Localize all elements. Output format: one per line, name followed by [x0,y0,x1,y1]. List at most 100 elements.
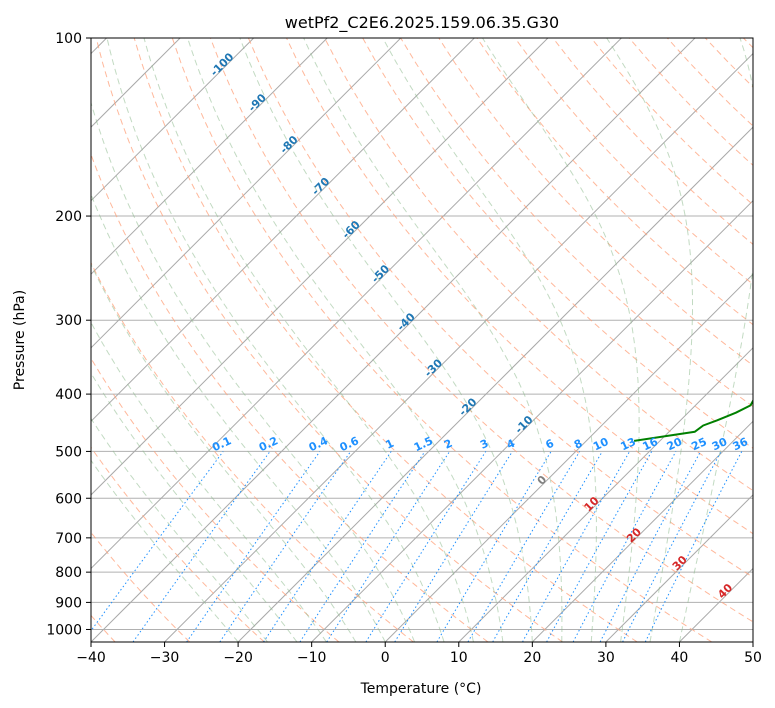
dry-adiabat-line [743,38,753,49]
moist-adiabat-line [91,372,298,642]
isotherm-label: -60 [340,218,363,241]
mixing-ratio-label: 10 [591,435,611,453]
mixing-ratio-line [263,451,392,642]
dry-adiabat-line [91,531,191,642]
mixing-ratio-label: 16 [641,435,661,453]
isotherm-line [237,126,753,642]
dewpoint-profile-line [633,398,753,442]
isotherm-label: -30 [422,356,445,379]
y-tick-label: 600 [55,491,82,507]
dry-adiabat-line [91,357,340,642]
isotherm-line [91,38,402,349]
dry-adiabat-line [552,38,753,245]
isotherm-line [91,38,475,423]
moist-adiabat-line [91,193,386,642]
y-tick-label: 900 [55,595,82,611]
x-tick-label: −30 [150,650,180,666]
x-tick-label: 50 [744,650,762,666]
moist-adiabat-line [91,101,416,642]
isotherm-line [91,38,696,642]
chart-title: wetPf2_C2E6.2025.159.06.35.G30 [285,13,559,33]
isotherm-line [91,38,328,275]
x-tick-label: 40 [671,650,689,666]
x-tick-label: 20 [523,650,541,666]
mixing-ratio-line [599,451,702,642]
y-tick-label: 400 [55,387,82,403]
dry-adiabat-line [247,38,753,578]
isotherm-label: 20 [624,525,644,545]
dry-adiabat-line [133,38,638,642]
mixing-ratio-line [132,451,271,642]
isotherm-line [91,38,622,570]
isotherm-line [679,567,753,642]
moist-adiabat-line [303,38,563,642]
isotherm-label: -10 [512,413,535,436]
moist-adiabat-line [91,263,357,642]
mixing-ratio-label: 30 [710,435,730,453]
mixing-ratio-line [186,451,321,642]
dry-adiabat-line [91,153,489,642]
mixing-ratio-line [644,451,743,642]
mixing-ratio-line [299,451,426,642]
dry-adiabat-line [286,38,753,535]
mixing-ratio-line [467,451,581,642]
dry-adiabat-line [324,38,753,492]
y-tick-label: 1000 [46,622,82,638]
mixing-ratio-line [219,451,352,642]
isotherm-line [458,347,753,642]
mixing-ratio-line [394,451,513,642]
x-tick-label: −40 [76,650,106,666]
plot-area: 0.1 0.2 0.4 0.6 1 1.5 2 3 4 6 8 10 13 16 20 25 30 36-100-… [91,38,753,642]
isotherm-line [531,420,753,642]
y-tick-label: 100 [55,31,82,47]
y-axis-label: Pressure (hPa) [12,290,28,390]
isotherm-label: -90 [246,91,269,114]
moist-adiabat-line [239,38,533,642]
mixing-ratio-label: 25 [689,435,708,453]
y-tick-label: 500 [55,444,82,460]
isotherm-line [752,641,753,642]
mixing-ratio-label: 36 [731,435,751,453]
y-tick-label: 300 [55,313,82,329]
mixing-ratio-line [365,451,487,642]
x-tick-label: 30 [597,650,615,666]
moist-adiabat-line [382,38,597,642]
isotherm-line [605,494,753,642]
isotherm-label: -80 [277,133,300,156]
dry-adiabat-line [514,38,753,285]
moist-adiabat-line [606,38,693,642]
mixing-ratio-label: 6 [543,437,556,452]
moist-adiabat-line [678,38,753,642]
y-tick-label: 700 [55,531,82,547]
x-tick-label: 10 [450,650,468,666]
moist-adiabat-line [143,38,474,642]
moist-adiabat-line [91,459,239,642]
dry-adiabat-line [171,38,713,642]
dry-adiabat-line [666,38,753,127]
x-axis-label: Temperature (°C) [360,681,482,697]
isotherm-label: 10 [582,494,602,514]
plot-clip-group [91,38,753,642]
y-tick-label: 800 [55,565,82,581]
x-tick-label: 0 [381,650,390,666]
isotherm-label: -50 [369,262,392,285]
x-tick-label: −10 [297,650,327,666]
isotherm-line [91,38,255,202]
isotherm-label: -100 [208,50,237,79]
isotherm-line [91,38,549,496]
mixing-ratio-line [546,451,653,642]
isotherm-label: -40 [395,310,418,333]
dry-adiabat-line [438,38,753,366]
mixing-ratio-line [91,451,224,632]
mixing-ratio-line [572,451,677,642]
isotherm-label: -70 [309,175,332,198]
moist-adiabat-line [187,38,504,642]
moist-adiabat-line [91,417,268,642]
plot-frame [90,37,754,643]
isotherm-label: 40 [715,581,735,601]
isotherm-label: -20 [456,395,479,418]
dry-adiabat-line [91,446,265,642]
dry-adiabat-line [704,38,753,88]
dry-adiabat-line [590,38,753,206]
mixing-ratio-label: 4 [505,437,518,452]
